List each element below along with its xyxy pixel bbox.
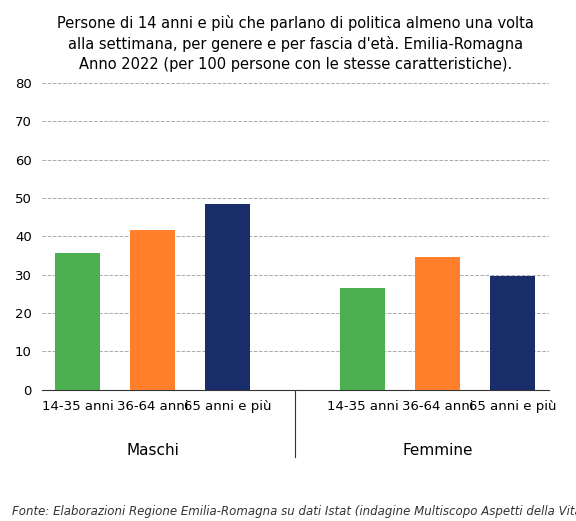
Bar: [415, 257, 460, 390]
Text: Femmine: Femmine: [403, 443, 473, 458]
Bar: [130, 230, 175, 390]
Bar: [490, 277, 536, 390]
Bar: [55, 253, 100, 390]
Text: Maschi: Maschi: [126, 443, 179, 458]
Bar: [340, 288, 385, 390]
Text: Fonte: Elaborazioni Regione Emilia-Romagna su dati Istat (indagine Multiscopo As: Fonte: Elaborazioni Regione Emilia-Romag…: [12, 505, 576, 518]
Bar: [205, 204, 250, 390]
Title: Persone di 14 anni e più che parlano di politica almeno una volta
alla settimana: Persone di 14 anni e più che parlano di …: [57, 15, 534, 72]
